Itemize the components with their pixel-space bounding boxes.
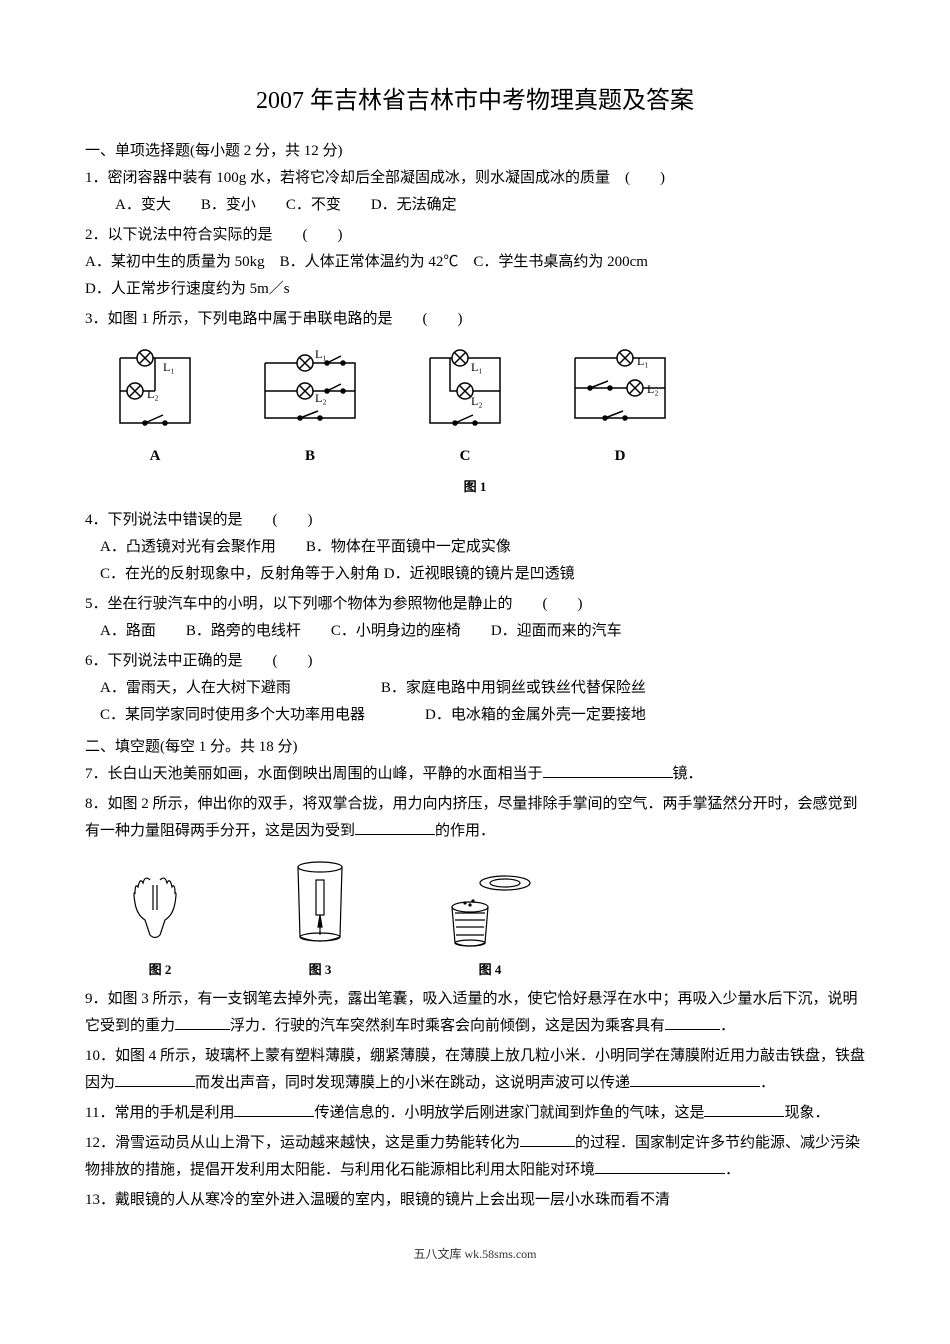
q2: 2．以下说法中符合实际的是 ( ) A．某初中生的质量为 50kg B．人体正常…: [85, 222, 865, 303]
q2-opts2: D．人正常步行速度约为 5m／s: [85, 276, 865, 303]
svg-text:L₁: L₁: [637, 354, 649, 368]
q12-c: ．: [725, 1162, 740, 1178]
svg-text:L₂: L₂: [647, 382, 659, 396]
fig4-block: 图 4: [445, 865, 535, 981]
q1: 1．密闭容器中装有 100g 水，若将它冷却后全部凝固成冰，则水凝固成冰的质量 …: [85, 165, 865, 219]
q9: 9．如图 3 所示，有一支钢笔去掉外壳，露出笔囊，吸入适量的水，使它恰好悬浮在水…: [85, 986, 865, 1040]
cup-plate-icon: [445, 865, 535, 955]
q5: 5．坐在行驶汽车中的小明，以下列哪个物体为参照物他是静止的 ( ) A．路面 B…: [85, 591, 865, 645]
q8: 8．如图 2 所示，伸出你的双手，将双掌合拢，用力向内挤压，尽量排除手掌间的空气…: [85, 791, 865, 845]
q13: 13．戴眼镜的人从寒冷的室外进入温暖的室内，眼镜的镜片上会出现一层小水珠而看不清: [85, 1187, 865, 1214]
q7-b: 镜．: [673, 766, 703, 782]
svg-text:L₁: L₁: [315, 347, 327, 361]
q5-opts: A．路面 B．路旁的电线杆 C．小明身边的座椅 D．迎面而来的汽车: [85, 618, 865, 645]
q10: 10．如图 4 所示，玻璃杯上蒙有塑料薄膜，绷紧薄膜，在薄膜上放几粒小米．小明同…: [85, 1043, 865, 1097]
q7-blank: [543, 763, 673, 778]
q9-b: 浮力．行驶的汽车突然刹车时乘客会向前倾倒，这是因为乘客具有: [230, 1018, 665, 1034]
fig3-cap: 图 3: [309, 958, 332, 981]
svg-text:L₂: L₂: [315, 391, 327, 405]
q12-blank1: [520, 1132, 575, 1147]
circuit-d: L₁ L₂ D: [565, 343, 675, 470]
q9-c: ．: [720, 1018, 735, 1034]
q3-figures: L₁ L₂ A: [105, 343, 865, 470]
q11-a: 11．常用的手机是利用: [85, 1105, 234, 1121]
q6-stem: 6．下列说法中正确的是 ( ): [85, 648, 865, 675]
q4-stem: 4．下列说法中错误的是 ( ): [85, 507, 865, 534]
q7-a: 7．长白山天池美丽如画，水面倒映出周围的山峰，平静的水面相当于: [85, 766, 543, 782]
q9-blank1: [175, 1015, 230, 1030]
footer-text: 五八文库 wk.58sms.com: [85, 1244, 865, 1266]
label-c: C: [460, 443, 471, 470]
q2-opts1: A．某初中生的质量为 50kg B．人体正常体温约为 42℃ C．学生书桌高约为…: [85, 249, 865, 276]
label-d: D: [615, 443, 626, 470]
hands-icon: [125, 865, 195, 955]
fig2-block: 图 2: [125, 865, 195, 981]
q10-blank2: [630, 1072, 760, 1087]
q11-blank1: [234, 1102, 314, 1117]
svg-text:L₁: L₁: [163, 360, 175, 374]
circuit-c: L₁ L₂ C: [415, 343, 515, 470]
figs-234: 图 2 图 3: [125, 855, 865, 981]
q3-stem: 3．如图 1 所示，下列电路中属于串联电路的是 ( ): [85, 306, 865, 333]
svg-text:L₂: L₂: [471, 394, 483, 408]
q7: 7．长白山天池美丽如画，水面倒映出周围的山峰，平静的水面相当于 镜．: [85, 761, 865, 788]
q4-opts2: C．在光的反射现象中，反射角等于入射角 D．近视眼镜的镜片是凹透镜: [85, 561, 865, 588]
section1-header: 一、单项选择题(每小题 2 分，共 12 分): [85, 138, 865, 165]
fig4-cap: 图 4: [479, 958, 502, 981]
q12-blank2: [595, 1159, 725, 1174]
q11: 11．常用的手机是利用 传递信息的．小明放学后刚进家门就闻到炸鱼的气味，这是 现象．: [85, 1100, 865, 1127]
cup-pen-icon: [285, 855, 355, 955]
q5-stem: 5．坐在行驶汽车中的小明，以下列哪个物体为参照物他是静止的 ( ): [85, 591, 865, 618]
circuit-b: L₁ L₂: [255, 343, 365, 470]
fig2-cap: 图 2: [149, 958, 172, 981]
q6: 6．下列说法中正确的是 ( ) A．雷雨天，人在大树下避雨 B．家庭电路中用铜丝…: [85, 648, 865, 729]
label-b: B: [305, 443, 315, 470]
circuit-a: L₁ L₂ A: [105, 343, 205, 470]
q1-opts: A．变大 B．变小 C．不变 D．无法确定: [85, 192, 865, 219]
q11-blank2: [704, 1102, 784, 1117]
q11-b: 传递信息的．小明放学后刚进家门就闻到炸鱼的气味，这是: [314, 1105, 704, 1121]
q9-blank2: [665, 1015, 720, 1030]
page-title: 2007 年吉林省吉林市中考物理真题及答案: [85, 80, 865, 123]
q10-c: ．: [760, 1075, 775, 1091]
q12-a: 12．滑雪运动员从山上滑下，运动越来越快，这是重力势能转化为: [85, 1135, 520, 1151]
label-a: A: [150, 443, 161, 470]
q11-c: 现象．: [784, 1105, 829, 1121]
q1-stem: 1．密闭容器中装有 100g 水，若将它冷却后全部凝固成冰，则水凝固成冰的质量 …: [85, 165, 865, 192]
q3: 3．如图 1 所示，下列电路中属于串联电路的是 ( ) L₁ L₂: [85, 306, 865, 498]
q4: 4．下列说法中错误的是 ( ) A．凸透镜对光有会聚作用 B．物体在平面镜中一定…: [85, 507, 865, 588]
q13-text: 13．戴眼镜的人从寒冷的室外进入温暖的室内，眼镜的镜片上会出现一层小水珠而看不清: [85, 1192, 670, 1208]
q12: 12．滑雪运动员从山上滑下，运动越来越快，这是重力势能转化为的过程．国家制定许多…: [85, 1130, 865, 1184]
q6-opts2: C．某同学家同时使用多个大功率用电器 D．电冰箱的金属外壳一定要接地: [85, 702, 865, 729]
q10-b: 而发出声音，同时发现薄膜上的小米在跳动，这说明声波可以传递: [195, 1075, 630, 1091]
q6-opts1: A．雷雨天，人在大树下避雨 B．家庭电路中用铜丝或铁丝代替保险丝: [85, 675, 865, 702]
section2-header: 二、填空题(每空 1 分。共 18 分): [85, 734, 865, 761]
q10-blank1: [115, 1072, 195, 1087]
fig3-block: 图 3: [285, 855, 355, 981]
svg-text:L₂: L₂: [147, 387, 159, 401]
q8-b: 的作用．: [435, 823, 495, 839]
q2-stem: 2．以下说法中符合实际的是 ( ): [85, 222, 865, 249]
q8-blank: [355, 820, 435, 835]
svg-text:L₁: L₁: [471, 360, 483, 374]
fig1-caption: 图 1: [85, 475, 865, 498]
q4-opts1: A．凸透镜对光有会聚作用 B．物体在平面镜中一定成实像: [85, 534, 865, 561]
